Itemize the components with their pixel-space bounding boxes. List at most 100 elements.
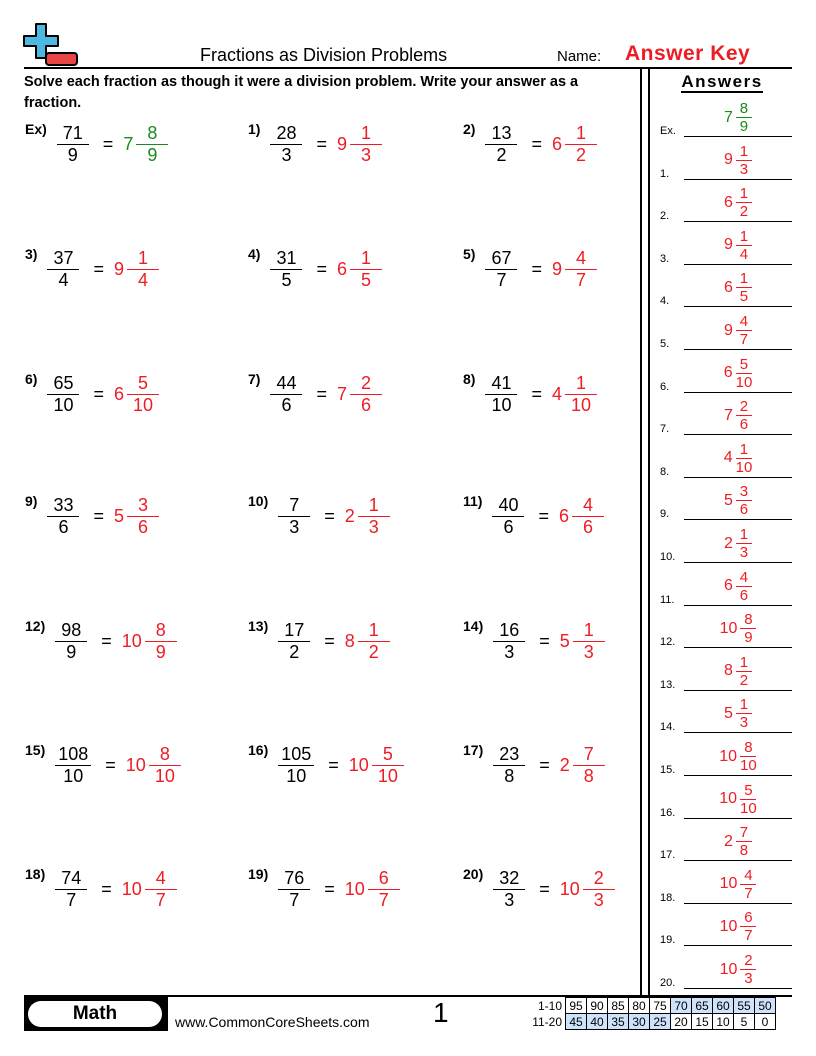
answer-entry: 15. 10 8 10 bbox=[655, 734, 792, 776]
problem: 16) 105 10 = 10 5 10 bbox=[248, 742, 404, 787]
numerator: 3 bbox=[735, 483, 752, 502]
instructions: Solve each fraction as though it were a … bbox=[24, 74, 579, 111]
problem-number: 1) bbox=[248, 121, 261, 137]
answer-value: 10 8 9 bbox=[684, 611, 792, 646]
numerator: 1 bbox=[735, 654, 752, 672]
denominator: 4 bbox=[58, 270, 69, 290]
problem-number: 4) bbox=[248, 246, 261, 262]
answer-line bbox=[684, 221, 792, 223]
problem-number: Ex) bbox=[25, 121, 47, 137]
answer-whole: 7 bbox=[724, 108, 733, 126]
equals-sign: = bbox=[324, 631, 335, 651]
fraction: 1 10 bbox=[736, 441, 753, 476]
denominator: 7 bbox=[744, 927, 753, 945]
denominator: 9 bbox=[147, 145, 158, 165]
answer-entry: 5. 9 4 7 bbox=[655, 308, 792, 350]
problem-number: 19) bbox=[248, 866, 269, 882]
denominator: 6 bbox=[281, 395, 292, 415]
numerator: 74 bbox=[55, 868, 88, 890]
fraction: 67 7 bbox=[485, 248, 518, 291]
answer-entry: 17. 2 7 8 bbox=[655, 819, 792, 862]
score-cell: 80 bbox=[628, 997, 650, 1014]
problem-number: 5) bbox=[463, 246, 476, 262]
answer-line bbox=[684, 860, 792, 862]
numerator: 16 bbox=[493, 620, 526, 642]
problem: 1) 28 3 = 9 1 3 bbox=[248, 121, 382, 166]
denominator: 8 bbox=[739, 842, 749, 860]
denominator: 3 bbox=[504, 890, 515, 910]
numerator: 1 bbox=[572, 620, 605, 642]
score-cell: 5 bbox=[733, 1013, 755, 1030]
answer-line bbox=[684, 519, 792, 521]
denominator: 7 bbox=[155, 890, 166, 910]
problem: 13) 17 2 = 8 1 2 bbox=[248, 618, 390, 663]
answers-divider bbox=[640, 68, 642, 996]
numerator: 1 bbox=[735, 696, 752, 715]
answer-whole: 6 bbox=[724, 278, 733, 296]
denominator: 2 bbox=[575, 145, 586, 165]
denominator: 2 bbox=[739, 671, 749, 689]
problem: 18) 74 7 = 10 4 7 bbox=[25, 866, 177, 911]
denominator: 3 bbox=[368, 517, 379, 537]
answer-label: 11. bbox=[660, 593, 675, 606]
fraction: 16 3 bbox=[493, 620, 526, 663]
numerator: 4 bbox=[564, 248, 597, 270]
answer-whole: 10 bbox=[125, 755, 146, 775]
answer-entry: 7. 7 2 6 bbox=[655, 393, 792, 436]
fraction: 44 6 bbox=[270, 373, 303, 416]
score-cell: 60 bbox=[712, 997, 734, 1014]
problem: Ex) 71 9 = 7 8 9 bbox=[25, 121, 169, 166]
answer-whole: 10 bbox=[121, 879, 142, 899]
numerator: 8 bbox=[740, 611, 757, 630]
score-table: 1-10 95 90 85 80 75 70 65 60 55 50 11-20 45 40 35 30 25 2… bbox=[528, 997, 776, 1030]
problem-number: 14) bbox=[463, 618, 484, 634]
answer-entry: 16. 10 5 10 bbox=[655, 777, 792, 819]
score-cell: 0 bbox=[754, 1013, 776, 1030]
answer-whole: 9 bbox=[724, 236, 733, 254]
fraction: 28 3 bbox=[270, 123, 303, 166]
subject-label: Math bbox=[28, 1001, 162, 1027]
equals-sign: = bbox=[316, 134, 327, 154]
problem-number: 9) bbox=[25, 493, 38, 509]
denominator: 3 bbox=[744, 970, 753, 987]
answer-whole: 9 bbox=[336, 134, 347, 154]
denominator: 10 bbox=[735, 458, 753, 476]
numerator: 32 bbox=[493, 868, 526, 890]
denominator: 10 bbox=[740, 757, 757, 774]
numerator: 41 bbox=[485, 373, 518, 395]
numerator: 1 bbox=[735, 185, 752, 204]
website-link[interactable]: www.CommonCoreSheets.com bbox=[175, 1014, 370, 1030]
equals-sign: = bbox=[101, 879, 112, 899]
score-cell: 65 bbox=[691, 997, 713, 1014]
answer-label: 5. bbox=[660, 338, 670, 350]
answer-whole: 2 bbox=[724, 534, 733, 552]
answer-value: 4 1 10 bbox=[684, 441, 792, 476]
equals-sign: = bbox=[324, 879, 335, 899]
problem-number: 15) bbox=[25, 742, 46, 758]
numerator: 8 bbox=[740, 739, 757, 757]
numerator: 23 bbox=[493, 744, 526, 766]
denominator: 6 bbox=[739, 416, 749, 434]
denominator: 5 bbox=[739, 288, 749, 306]
problem-number: 7) bbox=[248, 371, 261, 387]
numerator: 31 bbox=[270, 248, 303, 270]
denominator: 5 bbox=[360, 270, 371, 290]
numerator: 108 bbox=[55, 744, 92, 766]
denominator: 10 bbox=[132, 395, 153, 415]
denominator: 4 bbox=[137, 270, 148, 290]
answer-entry: Ex. 7 8 9 bbox=[655, 95, 792, 137]
